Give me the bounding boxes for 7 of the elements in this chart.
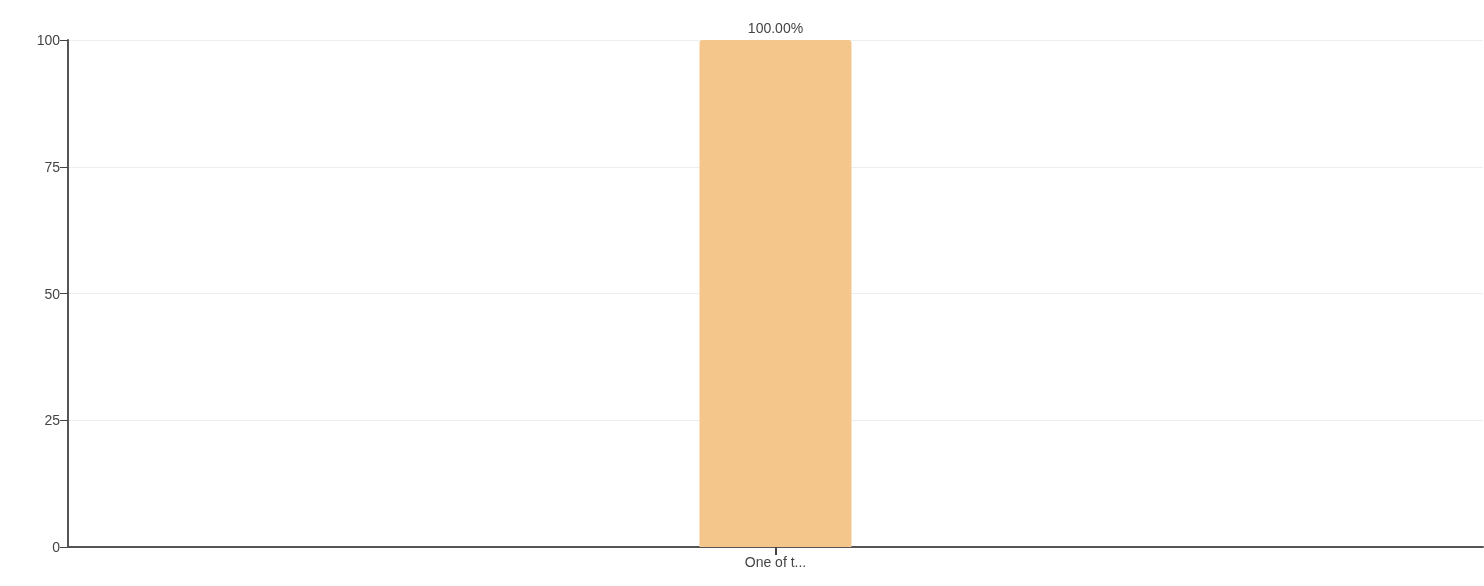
y-tick-label: 25 bbox=[44, 412, 61, 429]
data-label: 100.00% bbox=[747, 20, 804, 36]
x-tick-label: One of t... bbox=[744, 554, 807, 570]
y-tick-label: 100 bbox=[36, 32, 61, 48]
y-tick-label: 0 bbox=[52, 539, 61, 555]
y-tick-label: 50 bbox=[44, 285, 61, 302]
y-tick-label: 75 bbox=[44, 158, 61, 175]
